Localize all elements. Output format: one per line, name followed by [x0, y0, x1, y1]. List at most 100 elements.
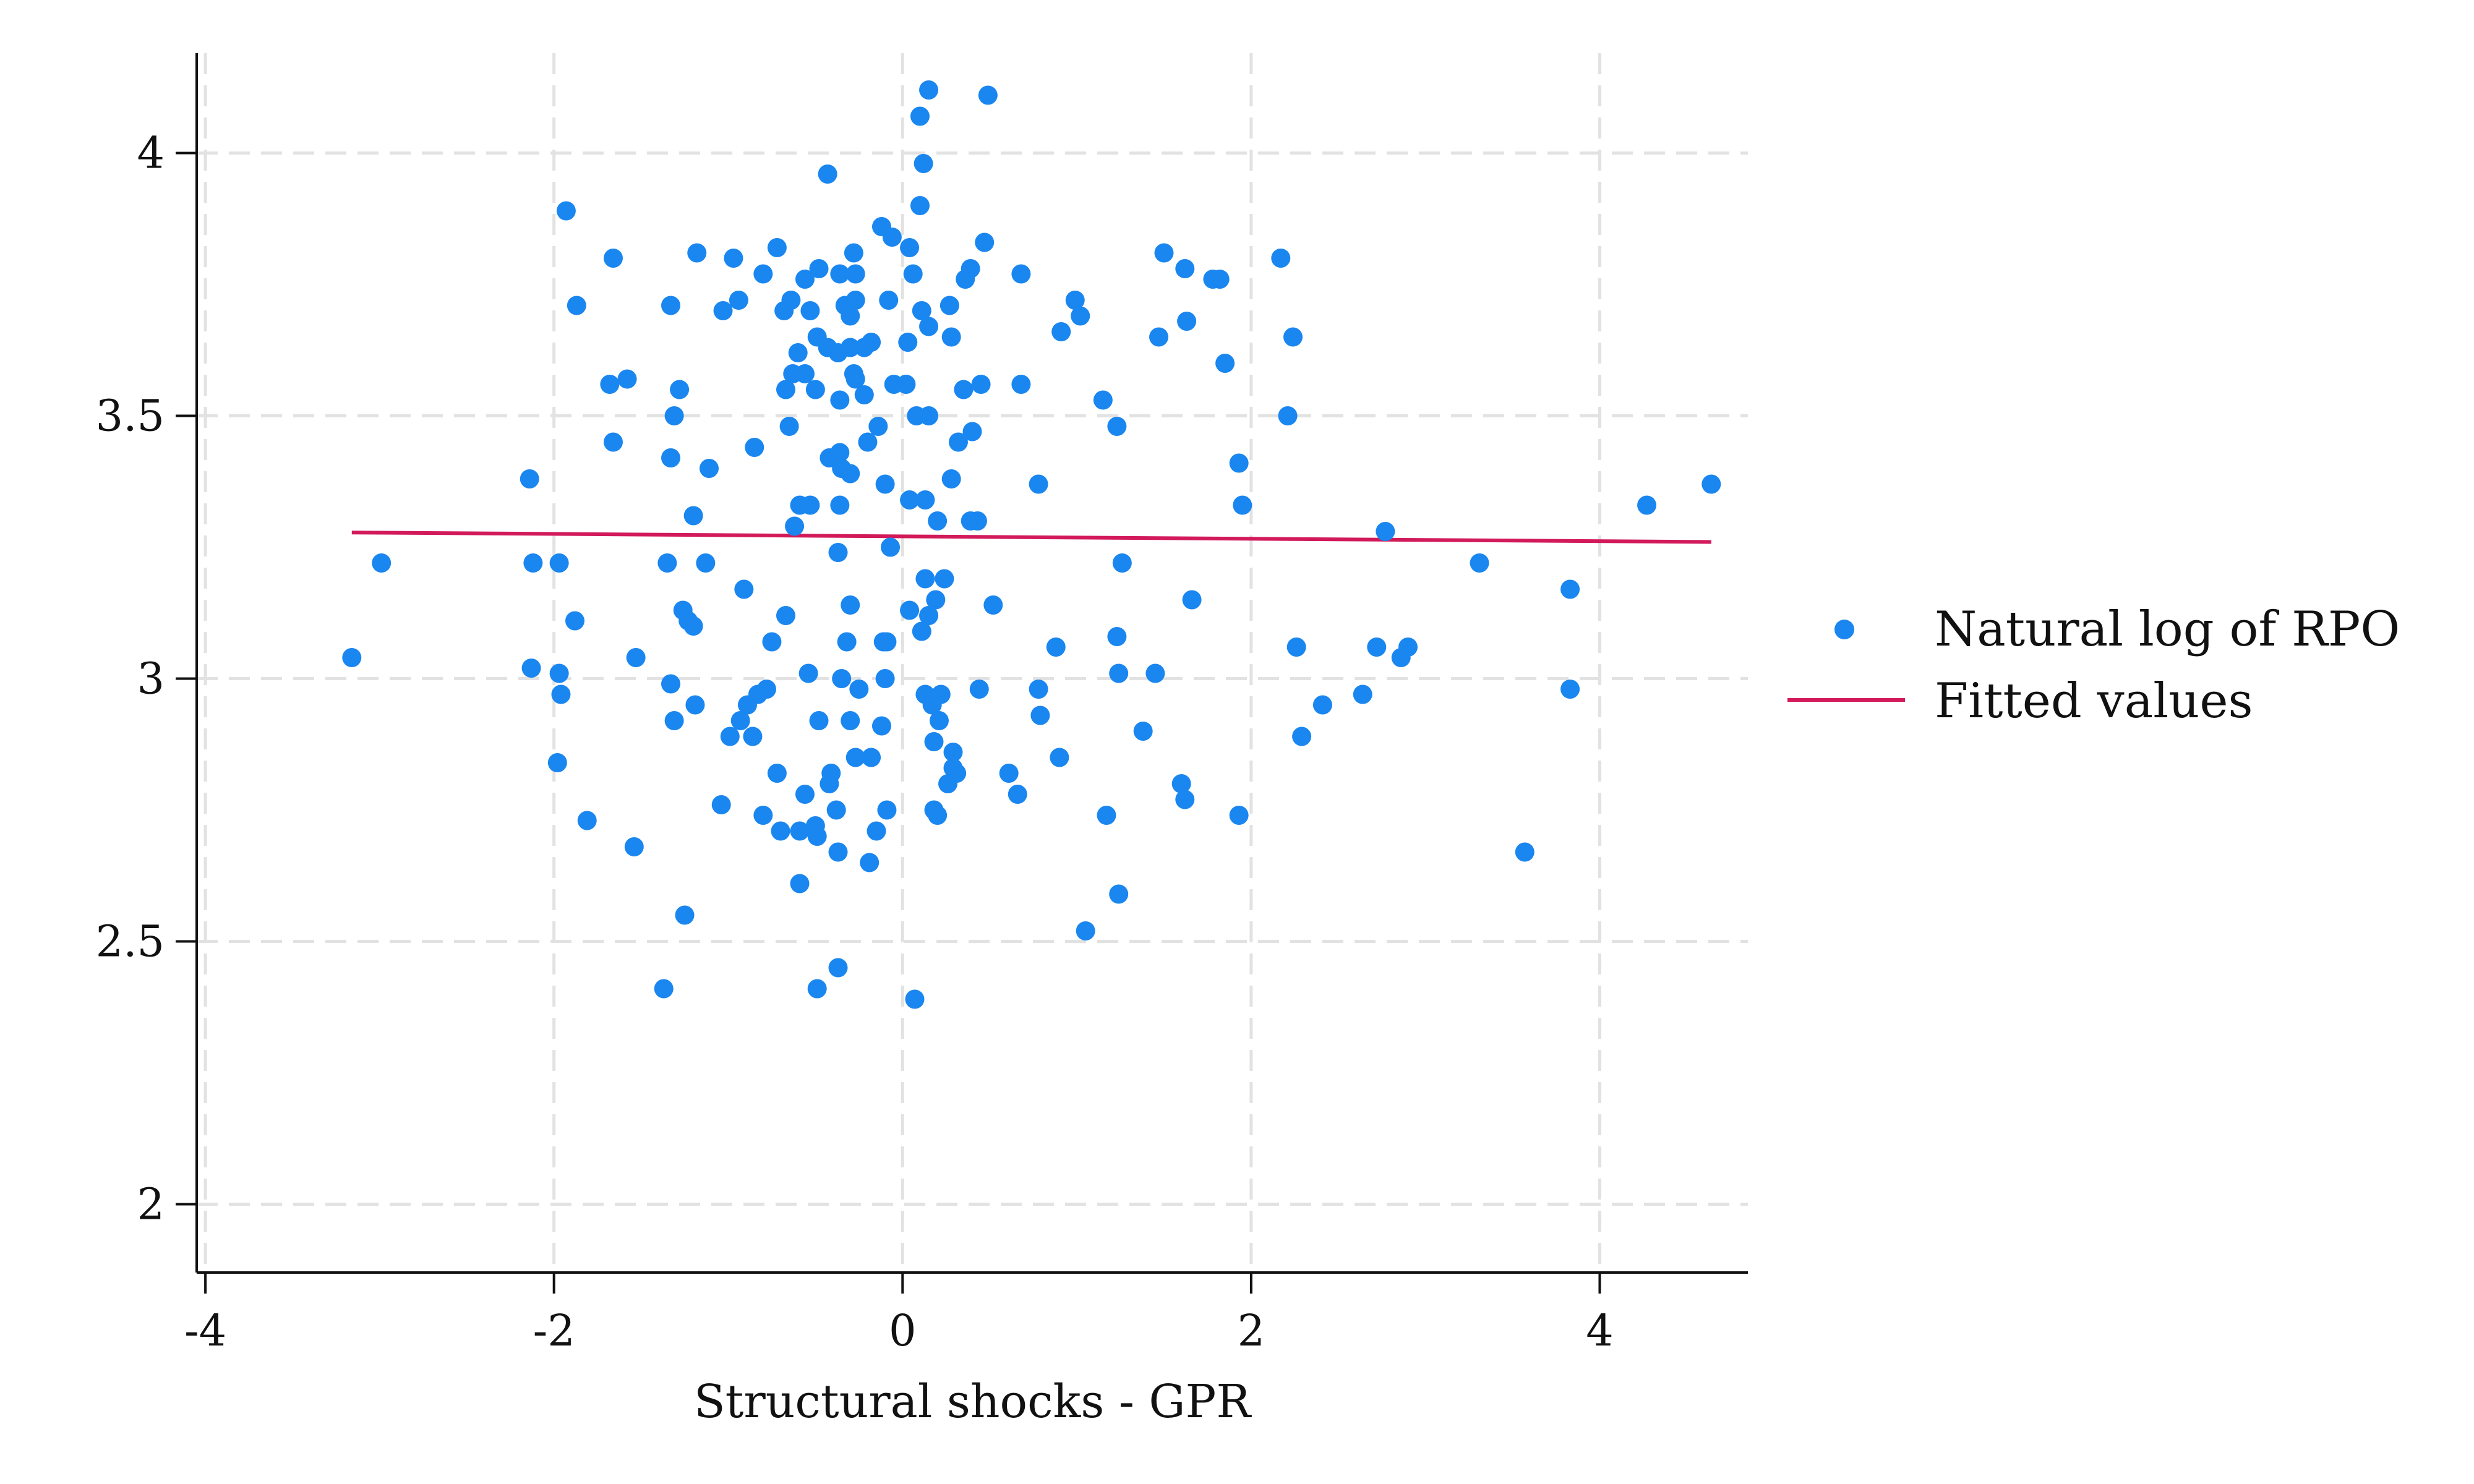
scatter-point-58	[898, 333, 918, 352]
scatter-point-51	[1149, 327, 1169, 347]
scatter-point-36	[879, 291, 899, 310]
scatter-point-167	[685, 695, 705, 715]
scatter-point-152	[832, 669, 852, 688]
scatter-point-37	[940, 296, 959, 315]
scatter-point-214	[828, 842, 848, 862]
scatter-point-212	[807, 827, 827, 846]
scatter-point-26	[956, 270, 975, 289]
scatter-point-115	[523, 553, 543, 573]
scatter-point-137	[837, 632, 857, 652]
scatter-point-216	[1515, 842, 1534, 862]
scatter-point-181	[743, 727, 763, 746]
scatter-point-70	[776, 380, 795, 399]
scatter-point-217	[790, 874, 810, 893]
scatter-point-144	[1367, 638, 1387, 657]
scatter-point-88	[858, 432, 878, 452]
scatter-point-76	[1093, 390, 1113, 410]
scatter-point-185	[845, 748, 865, 767]
scatter-point-83	[1107, 417, 1127, 436]
scatter-point-174	[841, 711, 860, 730]
scatter-point-20	[809, 259, 829, 278]
scatter-point-135	[683, 616, 703, 636]
scatter-point-178	[1133, 722, 1153, 741]
scatter-point-121	[915, 569, 935, 589]
fitted-line-layer	[351, 531, 1711, 544]
legend-marker-points	[1834, 620, 1854, 639]
scatter-point-149	[521, 659, 541, 678]
scatter-point-164	[1029, 680, 1048, 699]
x-tick-label-2: 0	[889, 1305, 917, 1356]
scatter-point-171	[730, 711, 750, 730]
scatter-point-109	[928, 511, 948, 531]
scatter-point-223	[807, 979, 827, 999]
scatter-point-118	[696, 553, 716, 573]
scatter-point-225	[1637, 495, 1657, 515]
gridlines	[197, 53, 1748, 1273]
scatter-point-67	[896, 375, 916, 394]
x-tick-label-1: -2	[533, 1305, 575, 1356]
scatter-point-140	[877, 632, 897, 652]
scatter-point-155	[1145, 663, 1165, 683]
scatter-point-226	[1701, 474, 1721, 494]
scatter-point-123	[734, 579, 754, 599]
scatter-point-87	[745, 438, 764, 457]
scatter-point-9	[975, 232, 995, 252]
scatter-point-69	[600, 375, 620, 394]
scatter-point-197	[795, 785, 815, 804]
scatter-point-22	[830, 264, 850, 284]
scatter-point-92	[699, 459, 719, 478]
scatter-point-176	[871, 716, 891, 736]
scatter-point-134	[565, 611, 585, 631]
scatter-point-86	[603, 432, 623, 452]
scatter-point-166	[1560, 680, 1580, 699]
scatter-point-59	[1215, 354, 1235, 373]
scatter-point-50	[1283, 327, 1303, 347]
scatter-point-211	[867, 821, 886, 841]
scatter-point-57	[788, 343, 808, 362]
scatter-point-128	[900, 600, 920, 620]
scatter-point-141	[1046, 638, 1066, 657]
scatter-point-13	[687, 243, 707, 263]
scatter-point-210	[771, 821, 790, 841]
scatter-point-207	[1229, 806, 1249, 825]
scatter-point-6	[556, 201, 576, 221]
scatter-point-31	[567, 296, 586, 315]
legend-label-fit: Fitted values	[1935, 673, 2253, 729]
scatter-point-204	[1097, 806, 1116, 825]
scatter-point-175	[929, 711, 949, 730]
scatter-point-0	[919, 80, 939, 100]
scatter-point-55	[862, 333, 881, 352]
scatter-point-126	[1560, 579, 1580, 599]
scatter-point-177	[1030, 706, 1050, 725]
scatter-point-194	[938, 774, 958, 793]
scatter-point-68	[617, 369, 637, 389]
scatter-point-133	[776, 606, 795, 625]
x-tick-label-3: 2	[1238, 1305, 1265, 1356]
scatter-point-100	[830, 495, 850, 515]
scatter-point-213	[624, 837, 644, 856]
scatter-point-205	[753, 806, 773, 825]
scatter-point-97	[941, 469, 961, 488]
scatter-point-1	[978, 85, 998, 105]
scatter-point-102	[915, 490, 935, 510]
scatter-point-21	[903, 264, 923, 284]
scatter-point-143	[1286, 638, 1306, 657]
scatter-point-193	[999, 764, 1019, 783]
scatter-point-220	[1076, 921, 1095, 940]
y-tick-label-2: 3	[137, 654, 165, 704]
scatter-point-39	[800, 301, 820, 320]
scatter-point-179	[1292, 727, 1312, 746]
scatter-point-16	[1154, 243, 1174, 263]
scatter-point-11	[767, 238, 787, 257]
scatter-point-25	[795, 270, 815, 289]
scatter-point-165	[1353, 684, 1372, 704]
scatter-point-30	[729, 291, 748, 310]
scatter-point-173	[809, 711, 829, 730]
scatter-point-56	[828, 343, 848, 362]
scatter-point-116	[549, 553, 569, 573]
scatter-point-169	[922, 695, 942, 715]
scatter-point-45	[1177, 312, 1197, 331]
scatter-point-49	[941, 327, 961, 347]
scatter-point-15	[603, 249, 623, 268]
